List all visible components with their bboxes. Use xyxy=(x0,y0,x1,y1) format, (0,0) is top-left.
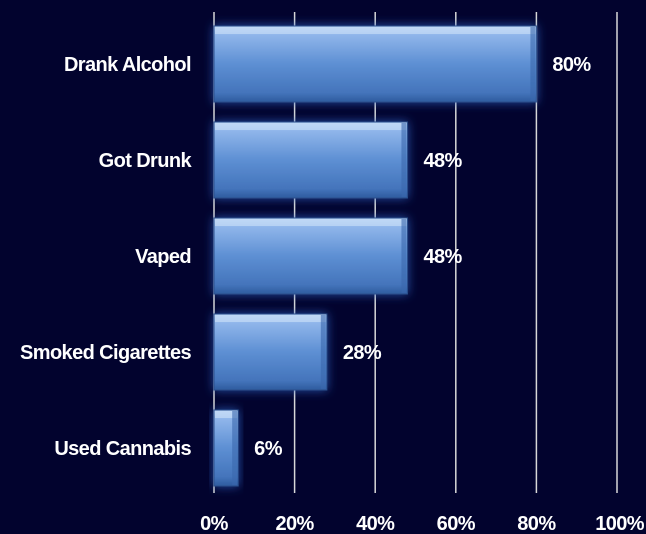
bar-bevel xyxy=(530,27,536,101)
bar-highlight xyxy=(215,27,536,34)
category-label: Drank Alcohol xyxy=(64,54,191,76)
bar xyxy=(213,217,408,295)
data-label: 28% xyxy=(343,342,382,364)
bar-bevel xyxy=(401,123,407,197)
category-label: Got Drunk xyxy=(99,150,193,172)
bar-bevel xyxy=(320,315,326,389)
x-tick-label: 80% xyxy=(517,513,556,534)
data-label: 6% xyxy=(254,438,283,460)
bar-body xyxy=(213,313,328,391)
bar xyxy=(213,409,239,487)
x-axis-tick-labels: 0% 20% 40% 60% 80% 100% xyxy=(200,513,645,534)
x-tick-label: 40% xyxy=(356,513,395,534)
bar-highlight xyxy=(215,411,238,418)
bar-bevel xyxy=(401,219,407,293)
category-label: Smoked Cigarettes xyxy=(20,342,191,364)
bar-highlight xyxy=(215,123,407,130)
bar-body xyxy=(213,25,537,103)
value-labels: 80% 48% 48% 28% 6% xyxy=(254,54,592,460)
bars xyxy=(213,25,537,487)
x-tick-label: 0% xyxy=(200,513,229,534)
category-label: Used Cannabis xyxy=(54,438,191,460)
bar xyxy=(213,313,328,391)
data-label: 48% xyxy=(423,246,462,268)
bar xyxy=(213,25,537,103)
bar-bevel xyxy=(232,411,238,485)
category-labels: Drank Alcohol Got Drunk Vaped Smoked Cigare… xyxy=(20,54,193,460)
bar-body xyxy=(213,217,408,295)
bar-highlight xyxy=(215,219,407,226)
x-tick-label: 60% xyxy=(437,513,476,534)
category-label: Vaped xyxy=(135,246,191,268)
bar-body xyxy=(213,121,408,199)
x-tick-label: 100% xyxy=(595,513,645,534)
x-tick-label: 20% xyxy=(275,513,314,534)
bar xyxy=(213,121,408,199)
data-label: 48% xyxy=(423,150,462,172)
bar-highlight xyxy=(215,315,326,322)
data-label: 80% xyxy=(552,54,591,76)
